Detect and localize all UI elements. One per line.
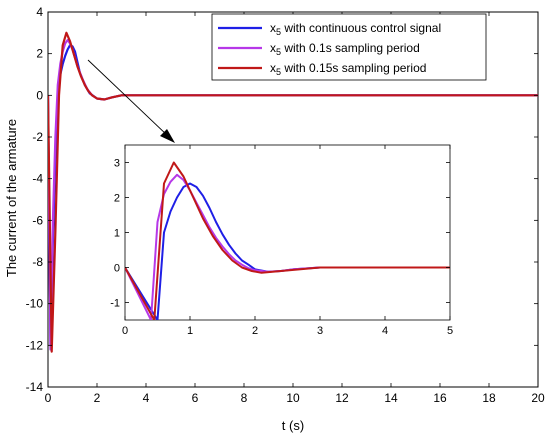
x-tick-label: 4	[143, 391, 150, 405]
zoom-arrow	[87, 59, 175, 143]
legend: x5 with continuous control signal x5 wit…	[211, 13, 487, 81]
y-axis-label: The current of the armature	[4, 119, 19, 277]
x-tick-label: 18	[482, 391, 496, 405]
legend-label: x5 with continuous control signal	[270, 21, 441, 37]
legend-entry-continuous: x5 with continuous control signal	[218, 21, 441, 37]
x-tick-label: 6	[192, 391, 199, 405]
legend-label: x5 with 0.15s sampling period	[270, 61, 426, 77]
y-tick-label: 3	[114, 158, 120, 170]
legend-label: x5 with 0.1s sampling period	[270, 41, 420, 57]
y-tick-label: -6	[32, 213, 43, 227]
x-tick-label: 20	[531, 391, 545, 405]
x-tick-label: 10	[286, 391, 300, 405]
x-tick-label: 2	[94, 391, 101, 405]
y-tick-label: 4	[36, 5, 43, 19]
y-tick-label: -14	[26, 380, 44, 394]
x-tick-label: 3	[317, 325, 323, 337]
inset-y-axis-ticks: 3 2 1 0 -1	[110, 158, 450, 310]
x-axis-ticks: 0 2 4 6 8 10 12 14 16 18 20	[45, 12, 545, 405]
x-tick-label: 0	[122, 325, 128, 337]
series-line-3	[48, 31, 538, 353]
x-tick-label: 4	[382, 325, 388, 337]
y-tick-label: 1	[114, 228, 120, 240]
x-tick-label: 1	[187, 325, 193, 337]
x-tick-label: 5	[447, 325, 453, 337]
x-tick-label: 0	[45, 391, 52, 405]
x-tick-label: 12	[335, 391, 349, 405]
legend-entry-0-15s: x5 with 0.15s sampling period	[218, 61, 426, 77]
y-tick-label: -4	[32, 172, 43, 186]
x-axis-label: t (s)	[282, 418, 304, 433]
x-tick-label: 16	[433, 391, 447, 405]
y-tick-label: -8	[32, 255, 43, 269]
y-tick-label: -12	[26, 338, 44, 352]
x-tick-label: 14	[384, 391, 398, 405]
main-series-group	[48, 31, 538, 353]
y-tick-label: 2	[114, 193, 120, 205]
inset-x-axis-ticks: 0 1 2 3 4 5	[122, 145, 453, 337]
x-tick-label: 2	[252, 325, 258, 337]
inset-plot-area	[124, 144, 451, 321]
y-tick-label: -10	[26, 297, 44, 311]
series-line-3	[125, 161, 450, 320]
y-tick-label: 2	[36, 47, 43, 61]
y-tick-label: -1	[110, 298, 120, 310]
inset-series-group	[125, 161, 450, 320]
y-tick-label: -2	[32, 130, 43, 144]
x-tick-label: 8	[241, 391, 248, 405]
y-tick-label: 0	[36, 88, 43, 102]
y-axis-ticks: 420-2-4-6-8-10-12-14	[26, 5, 538, 394]
legend-entry-0-1s: x5 with 0.1s sampling period	[218, 41, 420, 57]
y-tick-label: 0	[114, 263, 120, 275]
